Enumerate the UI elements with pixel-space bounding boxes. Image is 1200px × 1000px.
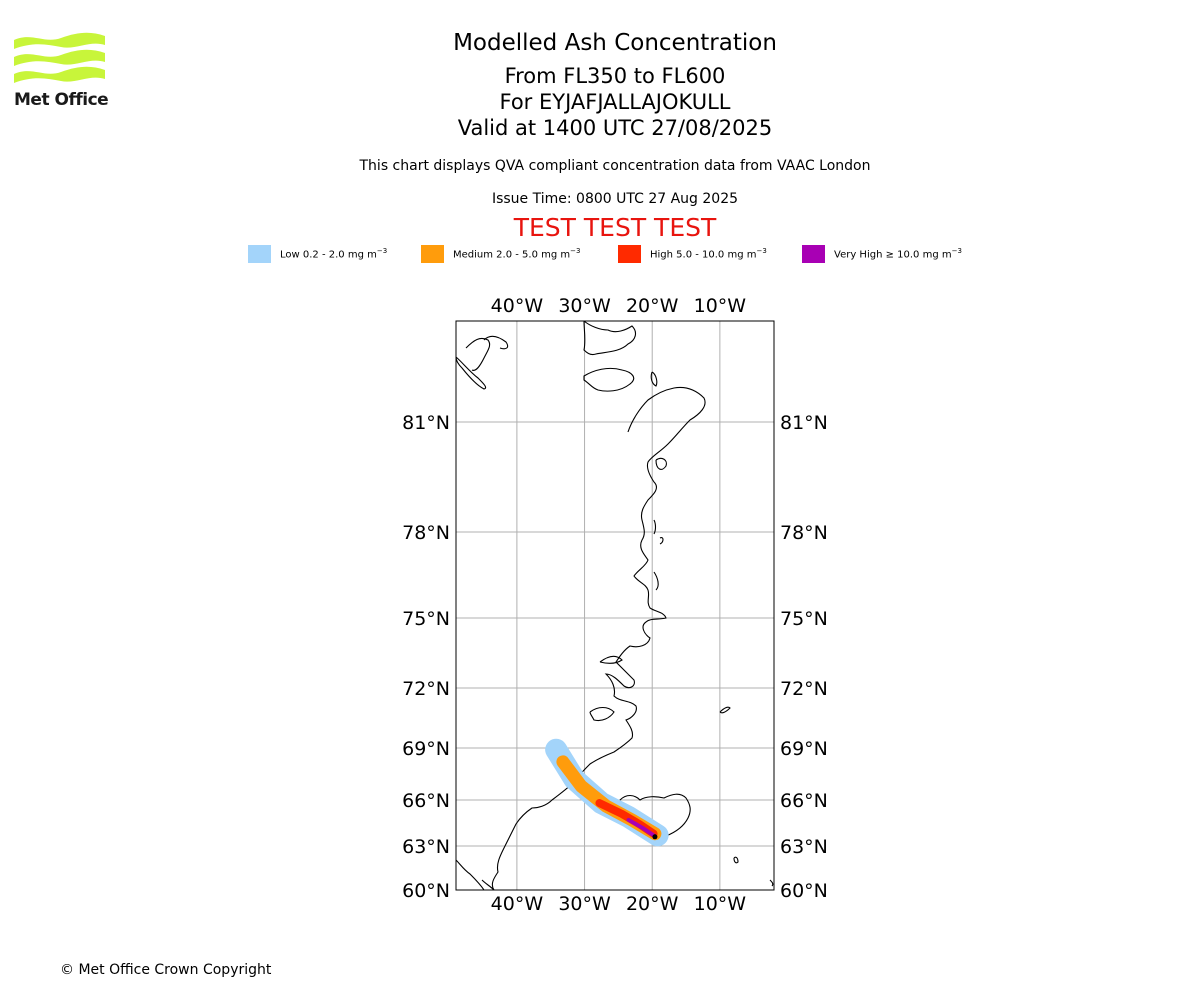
- legend-item-low: Low 0.2 - 2.0 mg m−3: [248, 244, 387, 264]
- coastline-segment: [465, 337, 491, 371]
- lat-tick-label-left: 63°N: [402, 836, 450, 858]
- flight-levels: From FL350 to FL600: [504, 64, 726, 88]
- lat-tick-label-left: 60°N: [402, 880, 450, 902]
- coastline-segment: [769, 879, 774, 887]
- legend: Low 0.2 - 2.0 mg m−3 Medium 2.0 - 5.0 mg…: [0, 244, 1200, 264]
- legend-label-low: Low 0.2 - 2.0 mg m−3: [280, 247, 388, 261]
- lat-tick-label-right: 81°N: [780, 412, 828, 434]
- valid-time: Valid at 1400 UTC 27/08/2025: [457, 116, 773, 140]
- coastline-segment: [583, 320, 637, 356]
- coastline-segment: [455, 859, 485, 891]
- lat-tick-label-left: 78°N: [402, 522, 450, 544]
- copyright: © Met Office Crown Copyright: [60, 962, 272, 978]
- coastline-segment: [650, 371, 658, 387]
- lat-tick-label-left: 72°N: [402, 678, 450, 700]
- coastline-segment: [599, 655, 623, 664]
- coastline-segment: [653, 571, 659, 591]
- met-office-logo: Met Office: [14, 30, 109, 112]
- lon-tick-label-bottom: 40°W: [491, 893, 544, 915]
- coastline-segment: [655, 457, 667, 470]
- ash-plume: [545, 738, 669, 847]
- volcano-marker-icon: [652, 834, 658, 840]
- lon-tick-label-bottom: 30°W: [558, 893, 611, 915]
- lat-tick-label-right: 69°N: [780, 738, 828, 760]
- lon-tick-label-top: 40°W: [491, 295, 544, 317]
- test-banner: TEST TEST TEST: [513, 213, 717, 242]
- lon-tick-label-bottom: 20°W: [626, 893, 679, 915]
- legend-label-medium: Medium 2.0 - 5.0 mg m−3: [453, 247, 581, 261]
- lon-tick-label-top: 10°W: [694, 295, 747, 317]
- issue-time: Issue Time: 0800 UTC 27 Aug 2025: [491, 191, 739, 207]
- coastline-segment: [455, 356, 487, 390]
- map-frame: [455, 320, 775, 891]
- lon-tick-label-top: 20°W: [626, 295, 679, 317]
- met-office-wave-logo-icon: [14, 32, 105, 83]
- lat-tick-label-left: 81°N: [402, 412, 450, 434]
- lat-tick-label-left: 66°N: [402, 790, 450, 812]
- coastline-segment: [583, 367, 635, 392]
- lat-tick-label-left: 75°N: [402, 608, 450, 630]
- map-tick-labels: 40°W 40°W 30°W 30°W 20°W 20°W 10°W 10°W 60°N 60°N…: [402, 295, 828, 915]
- coastline-segment: [481, 879, 495, 891]
- chart-title: Modelled Ash Concentration: [453, 30, 777, 56]
- legend-swatch-very-high: [802, 245, 825, 263]
- lon-tick-label-top: 30°W: [558, 295, 611, 317]
- logo-text: Met Office: [14, 90, 109, 110]
- lat-tick-label-right: 60°N: [780, 880, 828, 902]
- lat-tick-label-left: 69°N: [402, 738, 450, 760]
- lat-tick-label-right: 75°N: [780, 608, 828, 630]
- lon-tick-label-bottom: 10°W: [694, 893, 747, 915]
- coastline-segment: [483, 335, 509, 350]
- legend-label-high: High 5.0 - 10.0 mg m−3: [650, 247, 767, 261]
- coastline-segment: [733, 856, 739, 864]
- lat-tick-label-right: 78°N: [780, 522, 828, 544]
- legend-item-very-high: Very High ≥ 10.0 mg m−3: [802, 244, 962, 264]
- lat-tick-label-right: 66°N: [780, 790, 828, 812]
- coastline-segment: [719, 706, 731, 714]
- volcano-name: For EYJAFJALLAJOKULL: [499, 90, 731, 114]
- legend-item-high: High 5.0 - 10.0 mg m−3: [618, 244, 767, 264]
- coastline-segment: [491, 386, 706, 891]
- legend-item-medium: Medium 2.0 - 5.0 mg m−3: [421, 244, 580, 264]
- coastline-segment: [659, 537, 664, 545]
- legend-swatch-low: [248, 245, 271, 263]
- lat-tick-label-right: 63°N: [780, 836, 828, 858]
- coastline-segment: [589, 706, 615, 722]
- legend-label-very-high: Very High ≥ 10.0 mg m−3: [834, 247, 962, 261]
- legend-swatch-medium: [421, 245, 444, 263]
- coastline-segment: [653, 519, 657, 535]
- ash-band-very-high: [626, 817, 656, 838]
- legend-swatch-high: [618, 245, 641, 263]
- lat-tick-label-right: 72°N: [780, 678, 828, 700]
- chart-subtitle: This chart displays QVA compliant concen…: [359, 158, 871, 174]
